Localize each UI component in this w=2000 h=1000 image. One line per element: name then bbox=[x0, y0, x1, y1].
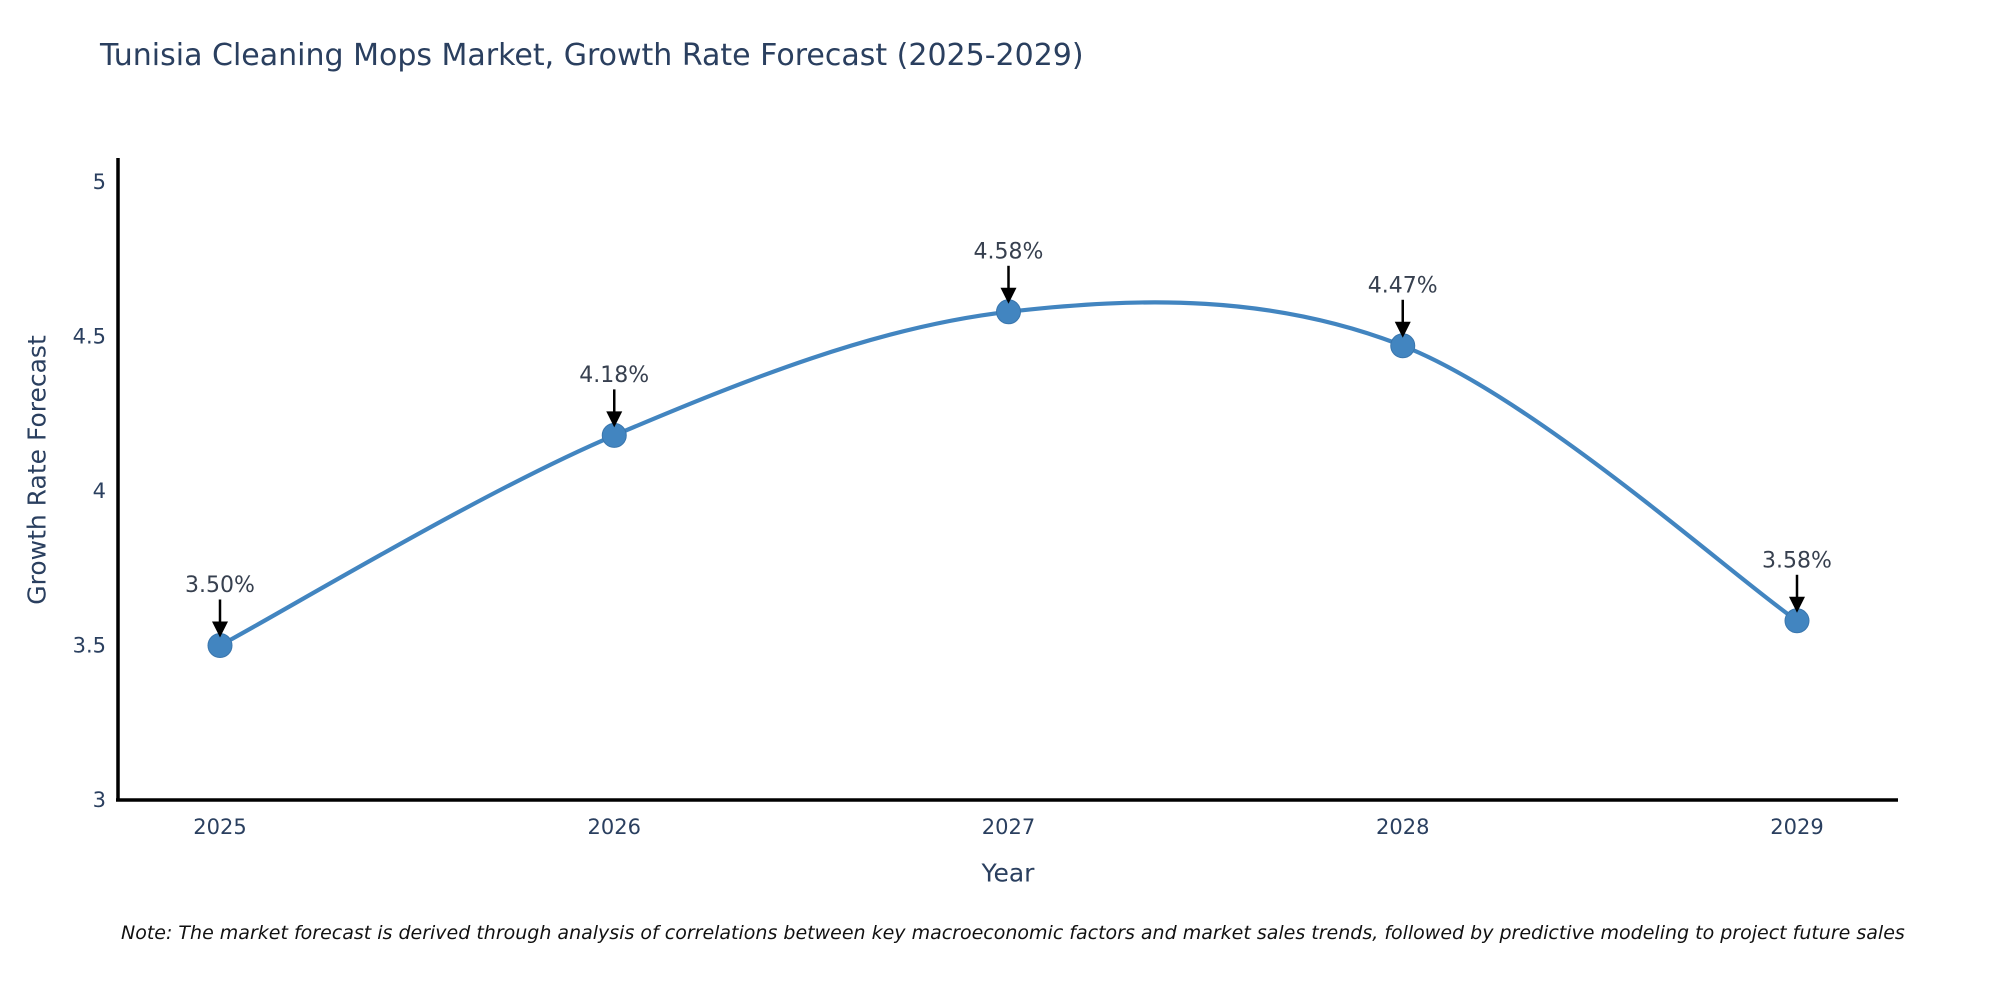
annotation-arrowhead bbox=[212, 621, 228, 638]
x-tick-label: 2025 bbox=[193, 815, 246, 839]
x-axis-title: Year bbox=[981, 858, 1035, 888]
chart-title: Tunisia Cleaning Mops Market, Growth Rat… bbox=[100, 38, 1084, 73]
annotation-arrowhead bbox=[1394, 321, 1411, 338]
y-tick-label: 5 bbox=[93, 170, 106, 194]
y-tick-label: 4 bbox=[93, 479, 106, 503]
y-tick-label: 4.5 bbox=[73, 325, 106, 349]
y-tick-label: 3 bbox=[93, 788, 106, 812]
annotation-arrowhead bbox=[606, 411, 623, 428]
x-tick-label: 2026 bbox=[588, 815, 641, 839]
annotation-arrowhead bbox=[1000, 287, 1017, 304]
footnote: Note: The market forecast is derived thr… bbox=[121, 922, 1905, 944]
y-tick-label: 3.5 bbox=[73, 634, 106, 658]
x-tick-label: 2029 bbox=[1770, 815, 1823, 839]
forecast-line bbox=[217, 300, 1800, 648]
y-axis-title: Growth Rate Forecast bbox=[22, 335, 52, 605]
data-point-label: 3.58% bbox=[1762, 548, 1832, 573]
data-point-label: 4.47% bbox=[1368, 273, 1438, 298]
data-point-label: 4.58% bbox=[974, 239, 1044, 264]
data-point-label: 3.50% bbox=[185, 573, 255, 598]
annotation-arrowhead bbox=[1789, 596, 1805, 613]
data-point-label: 4.18% bbox=[579, 363, 649, 388]
x-tick-label: 2027 bbox=[982, 815, 1035, 839]
x-tick-label: 2028 bbox=[1376, 815, 1429, 839]
